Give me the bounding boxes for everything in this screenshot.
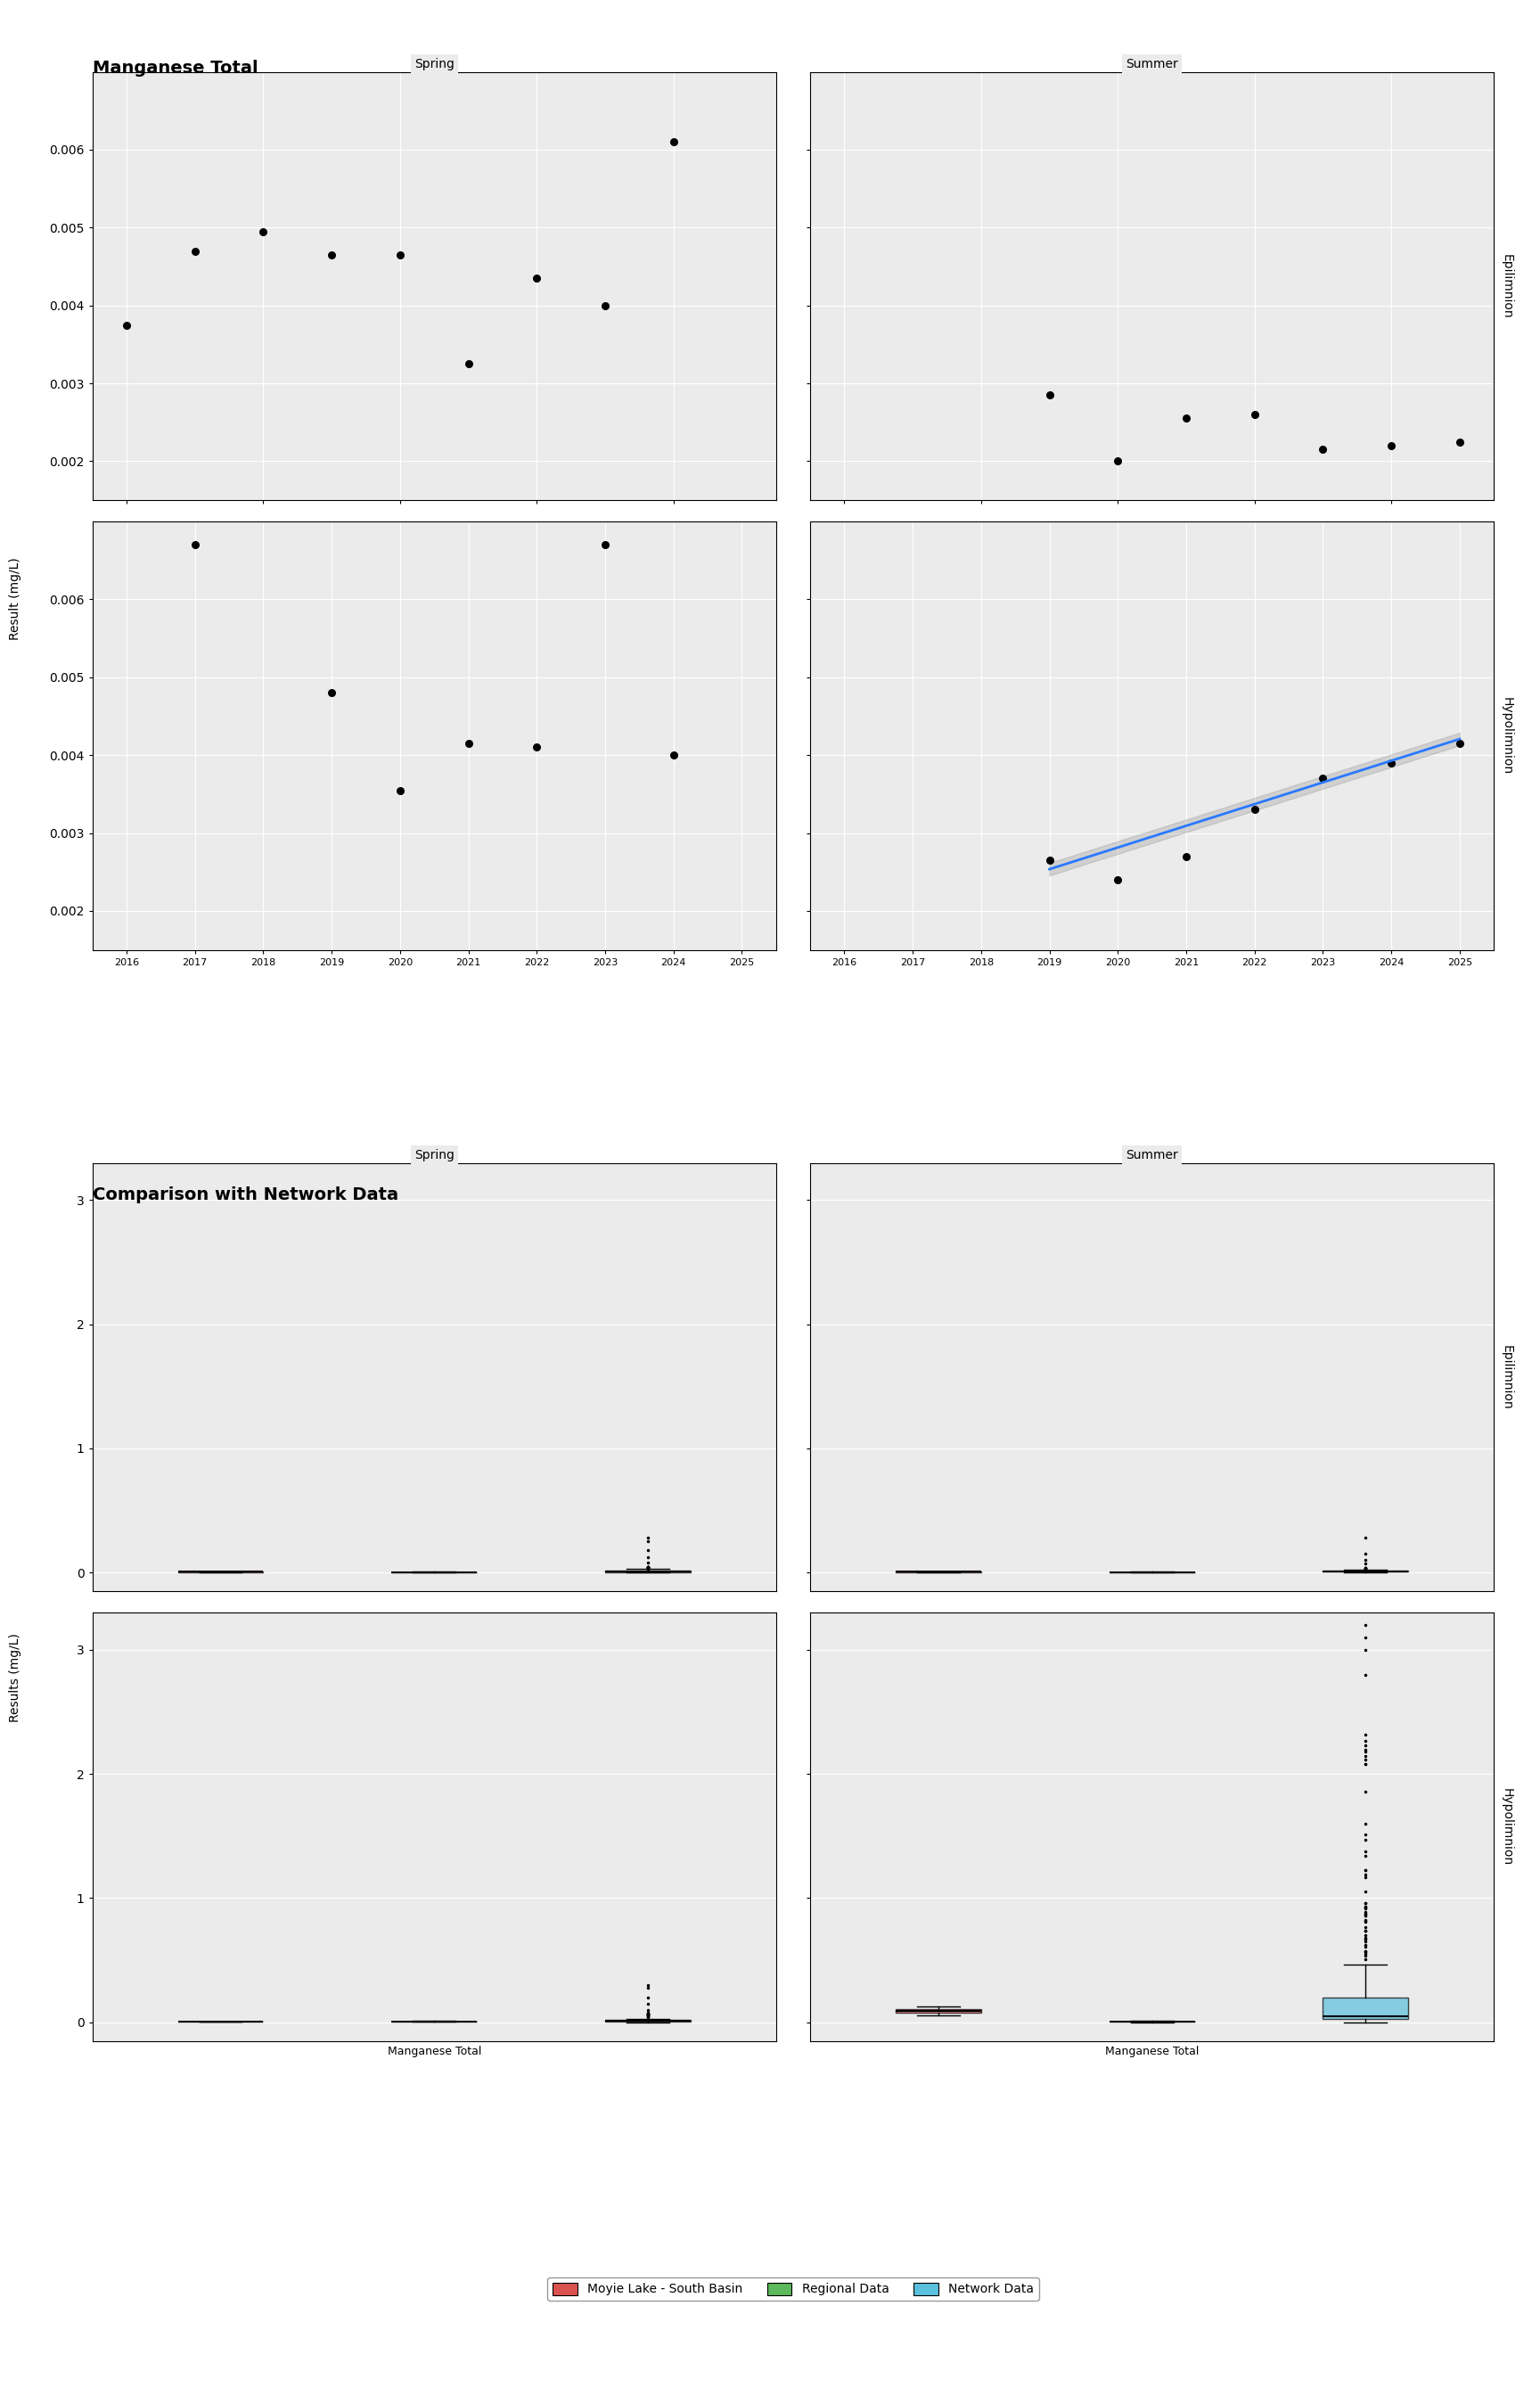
Title: Summer: Summer bbox=[1126, 1150, 1178, 1162]
Text: Epilimnion: Epilimnion bbox=[1500, 1344, 1514, 1409]
Point bbox=[319, 235, 343, 273]
Point bbox=[183, 525, 208, 563]
Point bbox=[1448, 422, 1472, 460]
Text: Result (mg/L): Result (mg/L) bbox=[9, 558, 22, 640]
PathPatch shape bbox=[1323, 1998, 1409, 2020]
Title: Summer: Summer bbox=[1126, 58, 1178, 72]
Point bbox=[251, 213, 276, 252]
Point bbox=[661, 122, 685, 161]
Text: Manganese Total: Manganese Total bbox=[92, 60, 257, 77]
Text: Results (mg/L): Results (mg/L) bbox=[9, 1632, 22, 1723]
Point bbox=[1378, 426, 1403, 465]
Point bbox=[1036, 841, 1061, 879]
X-axis label: Manganese Total: Manganese Total bbox=[1106, 2046, 1200, 2058]
X-axis label: Manganese Total: Manganese Total bbox=[387, 2046, 480, 2058]
Text: Comparison with Network Data: Comparison with Network Data bbox=[92, 1186, 399, 1203]
Point bbox=[388, 772, 413, 810]
Point bbox=[1106, 441, 1130, 479]
Point bbox=[661, 736, 685, 774]
Point bbox=[1036, 376, 1061, 415]
Point bbox=[593, 285, 618, 323]
Point bbox=[1243, 395, 1267, 434]
Point bbox=[114, 307, 139, 345]
Text: Hypolimnion: Hypolimnion bbox=[1500, 1787, 1514, 1866]
Point bbox=[525, 259, 550, 297]
Point bbox=[1311, 431, 1335, 470]
Title: Spring: Spring bbox=[414, 1150, 454, 1162]
Point bbox=[1311, 760, 1335, 798]
Legend: Moyie Lake - South Basin, Regional Data, Network Data: Moyie Lake - South Basin, Regional Data,… bbox=[547, 2279, 1040, 2300]
Point bbox=[525, 728, 550, 767]
Point bbox=[1106, 860, 1130, 898]
Text: Hypolimnion: Hypolimnion bbox=[1500, 697, 1514, 774]
Point bbox=[456, 345, 480, 383]
PathPatch shape bbox=[896, 2010, 981, 2013]
Text: Epilimnion: Epilimnion bbox=[1500, 254, 1514, 319]
Point bbox=[1448, 724, 1472, 762]
Point bbox=[593, 525, 618, 563]
Title: Spring: Spring bbox=[414, 58, 454, 72]
Point bbox=[1378, 743, 1403, 781]
Point bbox=[1243, 791, 1267, 829]
Point bbox=[388, 235, 413, 273]
Point bbox=[1173, 836, 1198, 875]
Point bbox=[183, 232, 208, 271]
Point bbox=[1173, 400, 1198, 438]
Point bbox=[456, 724, 480, 762]
Point bbox=[319, 673, 343, 712]
